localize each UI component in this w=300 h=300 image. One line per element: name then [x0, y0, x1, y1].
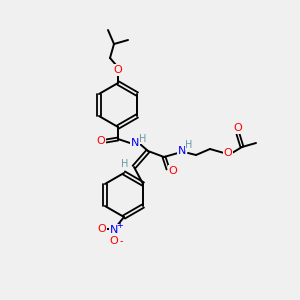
- Text: H: H: [121, 159, 129, 169]
- Text: N: N: [178, 146, 186, 156]
- Text: O: O: [169, 166, 177, 176]
- Text: H: H: [185, 140, 193, 150]
- Text: N: N: [131, 138, 139, 148]
- Text: N: N: [110, 225, 118, 235]
- Text: O: O: [114, 65, 122, 75]
- Text: O: O: [224, 148, 232, 158]
- Text: O: O: [97, 136, 105, 146]
- Text: +: +: [117, 221, 123, 230]
- Text: H: H: [139, 134, 147, 144]
- Text: -: -: [119, 236, 123, 246]
- Text: O: O: [98, 224, 106, 234]
- Text: O: O: [234, 123, 242, 133]
- Text: O: O: [110, 236, 118, 246]
